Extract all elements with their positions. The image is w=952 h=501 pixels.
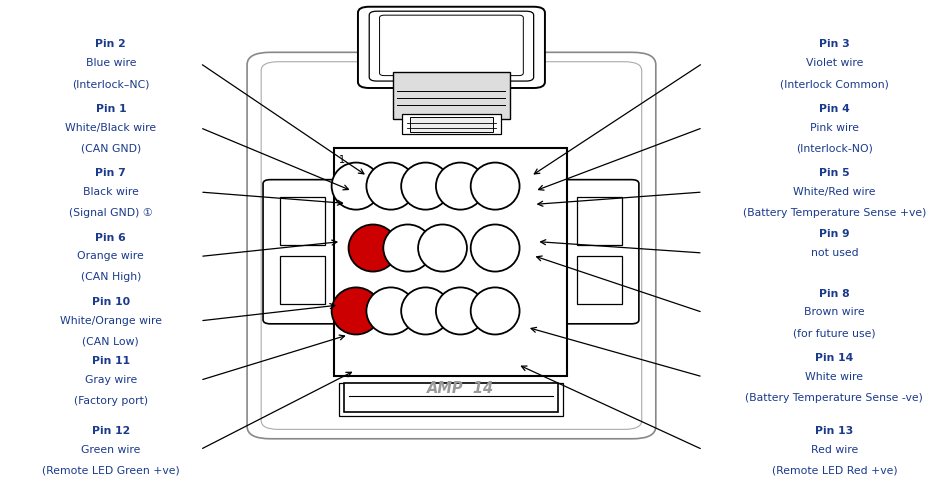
Text: Pin 11: Pin 11 <box>91 357 129 366</box>
Text: Pin 14: Pin 14 <box>815 353 853 363</box>
Text: White/Red wire: White/Red wire <box>793 187 876 197</box>
Text: not used: not used <box>810 248 858 258</box>
Text: Pin 10: Pin 10 <box>91 297 129 307</box>
Text: (Battery Temperature Sense -ve): (Battery Temperature Sense -ve) <box>745 393 923 403</box>
Ellipse shape <box>470 224 520 272</box>
Text: (Interlock-NO): (Interlock-NO) <box>796 143 873 153</box>
Text: Black wire: Black wire <box>83 187 139 197</box>
Text: Pin 6: Pin 6 <box>95 232 127 242</box>
Ellipse shape <box>367 288 415 335</box>
Ellipse shape <box>331 162 381 209</box>
Text: (Factory port): (Factory port) <box>73 396 148 406</box>
Text: 1: 1 <box>339 155 346 165</box>
FancyBboxPatch shape <box>358 7 545 88</box>
Text: (Signal GND) ①: (Signal GND) ① <box>69 208 152 218</box>
Text: White/Orange wire: White/Orange wire <box>60 316 162 326</box>
Bar <box>344 383 558 411</box>
Text: AMP  14: AMP 14 <box>426 381 494 396</box>
Bar <box>280 256 325 304</box>
Bar <box>402 114 501 134</box>
Text: White wire: White wire <box>805 372 863 382</box>
Bar <box>334 148 567 376</box>
Text: (CAN High): (CAN High) <box>81 272 141 282</box>
Text: (Remote LED Green +ve): (Remote LED Green +ve) <box>42 465 180 475</box>
Bar <box>280 197 325 245</box>
Text: Red wire: Red wire <box>811 445 858 455</box>
Bar <box>393 72 510 119</box>
Text: Pink wire: Pink wire <box>810 123 859 133</box>
Ellipse shape <box>384 224 432 272</box>
FancyBboxPatch shape <box>560 180 639 324</box>
Ellipse shape <box>436 162 485 209</box>
Text: Orange wire: Orange wire <box>77 252 144 262</box>
Text: Gray wire: Gray wire <box>85 375 137 385</box>
Text: Pin 2: Pin 2 <box>95 40 127 50</box>
Ellipse shape <box>367 162 415 209</box>
FancyBboxPatch shape <box>263 180 342 324</box>
Ellipse shape <box>436 288 485 335</box>
Ellipse shape <box>418 224 466 272</box>
Text: Pin 9: Pin 9 <box>819 229 849 239</box>
Ellipse shape <box>401 162 450 209</box>
Text: White/Black wire: White/Black wire <box>66 123 156 133</box>
Text: (Interlock Common): (Interlock Common) <box>780 79 889 89</box>
Bar <box>577 256 622 304</box>
Text: (Battery Temperature Sense +ve): (Battery Temperature Sense +ve) <box>743 208 926 218</box>
Text: Violet wire: Violet wire <box>805 58 863 68</box>
Text: (for future use): (for future use) <box>793 328 876 338</box>
Text: Brown wire: Brown wire <box>804 308 864 318</box>
Text: (Interlock–NC): (Interlock–NC) <box>72 79 149 89</box>
Text: Pin 12: Pin 12 <box>91 426 130 436</box>
Text: Pin 1: Pin 1 <box>95 104 127 114</box>
Ellipse shape <box>470 288 520 335</box>
Text: (CAN GND): (CAN GND) <box>81 143 141 153</box>
Bar <box>409 117 493 132</box>
Ellipse shape <box>348 224 397 272</box>
Text: Pin 8: Pin 8 <box>819 289 849 299</box>
Text: Pin 3: Pin 3 <box>819 40 850 50</box>
Text: Green wire: Green wire <box>81 445 141 455</box>
Text: Pin 13: Pin 13 <box>815 426 853 436</box>
Text: Blue wire: Blue wire <box>86 58 136 68</box>
Text: Pin 7: Pin 7 <box>95 168 127 178</box>
Text: Pin 5: Pin 5 <box>819 168 849 178</box>
Ellipse shape <box>401 288 450 335</box>
Ellipse shape <box>331 288 381 335</box>
Bar <box>339 383 563 416</box>
Ellipse shape <box>470 162 520 209</box>
FancyBboxPatch shape <box>248 52 656 439</box>
Text: (CAN Low): (CAN Low) <box>83 337 139 347</box>
Text: Pin 4: Pin 4 <box>819 104 850 114</box>
Bar <box>577 197 622 245</box>
Text: (Remote LED Red +ve): (Remote LED Red +ve) <box>771 465 897 475</box>
